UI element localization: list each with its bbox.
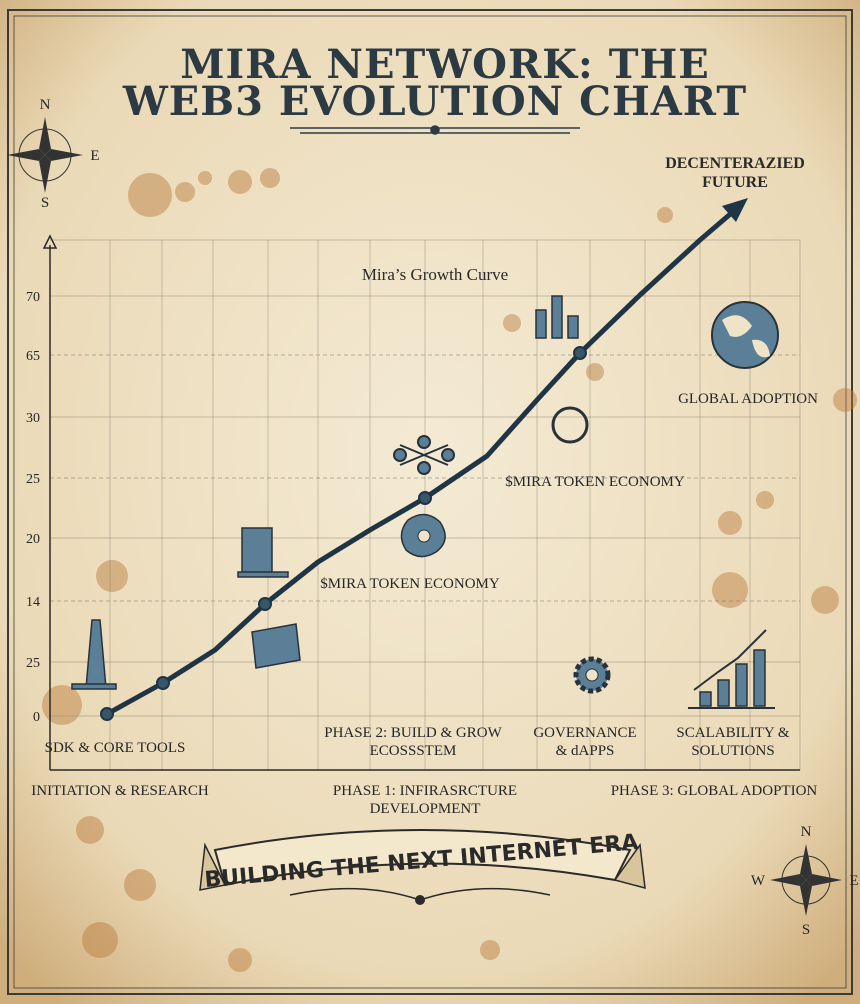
destination-label: DECENTERAZIED: [665, 155, 805, 172]
compass: N E S: [7, 97, 100, 211]
annotation: ECOSSSTEM: [370, 743, 457, 759]
curve-arrowhead: [722, 198, 748, 222]
y-tick-label: 65: [26, 349, 40, 364]
compass-letter: N: [801, 824, 812, 840]
title-line: MIRA NETWORK: THE: [180, 41, 710, 88]
chart-subtitle: Mira’s Growth Curve: [362, 265, 508, 284]
annotation: PHASE 2: BUILD & GROW: [324, 725, 502, 741]
title-ornament: [290, 125, 580, 135]
x-axis-labels: INITIATION & RESEARCH PHASE 1: INFIRASRC…: [31, 783, 817, 817]
annotation: & dAPPS: [556, 743, 615, 759]
y-tick-label: 70: [26, 290, 40, 305]
compass-letter: W: [751, 873, 766, 889]
x-label: INITIATION & RESEARCH: [31, 783, 209, 799]
x-label: PHASE 1: INFIRASRCTURE: [333, 783, 517, 799]
y-tick-label: 14: [26, 595, 40, 610]
y-tick-label: 25: [26, 656, 40, 671]
y-tick-label: 0: [33, 710, 40, 725]
annotation: $MIRA TOKEN ECONOMY: [505, 474, 685, 490]
y-tick-label: 25: [26, 472, 40, 487]
compass: N W E S: [751, 824, 859, 938]
y-tick-label: 20: [26, 532, 40, 547]
curve-points: [100, 346, 587, 721]
frame-inner: [13, 15, 847, 989]
grid: [42, 234, 801, 771]
compass-letter: N: [40, 97, 51, 113]
compass-letter: E: [849, 873, 858, 889]
compass-letter: S: [802, 922, 810, 938]
y-tick-label: 30: [26, 411, 40, 426]
annotation: $MIRA TOKEN ECONOMY: [320, 576, 500, 592]
frame: [7, 9, 853, 995]
x-label: DEVELOPMENT: [370, 801, 481, 817]
annotation: GLOBAL ADOPTION: [678, 391, 818, 407]
compass-letter: S: [41, 195, 49, 211]
annotation: SOLUTIONS: [691, 743, 774, 759]
annotation: SCALABILITY &: [676, 725, 790, 741]
x-label: PHASE 3: GLOBAL ADOPTION: [611, 783, 818, 799]
y-axis-labels: 70 65 30 25 20 14 25 0: [26, 290, 40, 725]
title-line: WEB3 EVOLUTION CHART: [122, 78, 747, 125]
icons: [71, 295, 779, 709]
annotation: SDK & CORE TOOLS: [45, 740, 186, 756]
annotation: GOVERNANCE: [533, 725, 636, 741]
annotations: SDK & CORE TOOLS $MIRA TOKEN ECONOMY PHA…: [45, 391, 818, 759]
stains: [42, 168, 857, 972]
destination-label: FUTURE: [702, 174, 768, 191]
compass-letter: E: [90, 148, 99, 164]
